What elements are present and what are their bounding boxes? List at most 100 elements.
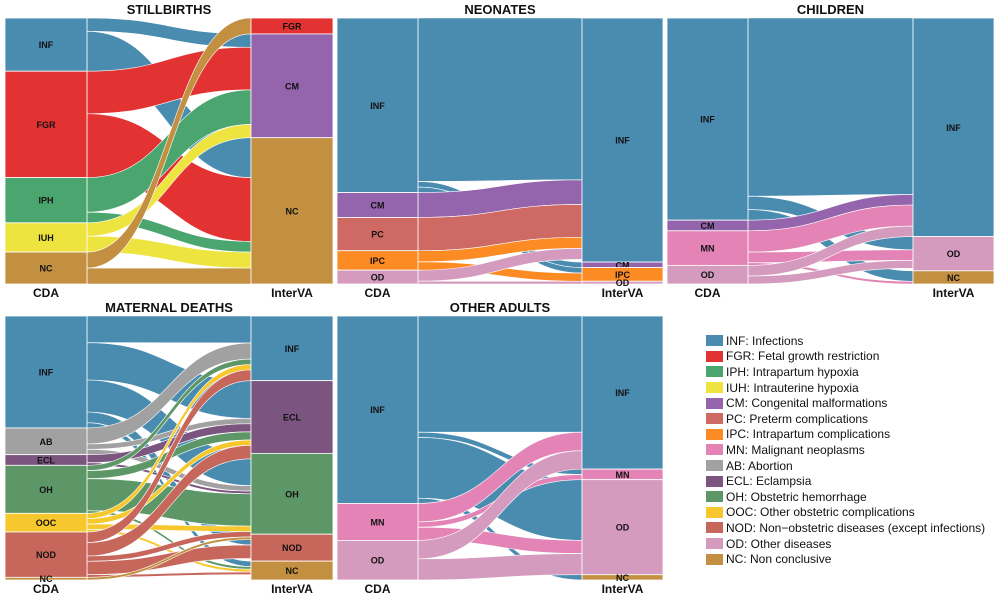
legend-swatch [706, 382, 723, 394]
interva-label-inf: INF [615, 388, 630, 398]
legend-swatch [706, 553, 723, 565]
legend-item-oh: OH: Obstetric hemorrhage [706, 489, 996, 505]
cda-label-iuh: IUH [38, 233, 54, 243]
cda-label-nc: NC [40, 264, 53, 274]
legend-item-ab: AB: Abortion [706, 458, 996, 474]
legend-item-inf: INF: Infections [706, 333, 996, 349]
panel-children: INF CM MN OD INF OD NC CHILDREN CDA InterVA [666, 2, 995, 300]
cda-bar-oh [4, 464, 88, 514]
cda-label-cm: CM [371, 201, 385, 211]
interva-bars: INF MN OD NC [581, 315, 664, 583]
legend-label: IPH: Intrapartum hypoxia [726, 364, 859, 379]
flow-od-to-od [417, 280, 583, 285]
cda-label-cm: CM [701, 221, 715, 231]
interva-label-ecl: ECL [283, 413, 302, 423]
interva-label-inf: INF [615, 136, 630, 146]
cda-label-nod: NOD [36, 550, 57, 560]
interva-bars: INF OD NC [912, 17, 995, 285]
interva-bar-ecl [250, 380, 334, 454]
legend-swatch [706, 522, 723, 534]
cda-bar-iuh [4, 222, 88, 253]
flow-inf-to-inf [86, 315, 252, 344]
interva-label-cm: CM [285, 81, 299, 91]
cda-bar-od [336, 269, 419, 285]
panel-other-adults: INF MN OD INF MN OD NC OTHER ADULTS CDA InterVA [336, 300, 664, 596]
interva-bar-inf [581, 315, 664, 470]
interva-label-oh: OH [285, 489, 299, 499]
legend-swatch [706, 413, 723, 425]
interva-label-ipc: IPC [615, 270, 631, 280]
legend-item-ipc: IPC: Intrapartum complications [706, 427, 996, 443]
interva-label-od: OD [616, 523, 630, 533]
flow-inf-to-inf [747, 17, 914, 197]
legend-swatch [706, 366, 723, 378]
axis-label-left: CDA [33, 286, 59, 300]
flow-nc-to-nc [86, 267, 252, 285]
axis-label-left: CDA [33, 582, 59, 596]
cda-bar-iph [4, 177, 88, 224]
interva-label-nc: NC [616, 573, 629, 583]
panel-title: CHILDREN [797, 2, 864, 17]
legend-label: ECL: Eclampsia [726, 474, 812, 489]
interva-bar-nc [912, 270, 995, 285]
interva-bar-inf [250, 315, 334, 382]
cda-label-inf: INF [700, 115, 715, 125]
cda-label-inf: INF [370, 405, 385, 415]
cda-bar-nod [4, 531, 88, 578]
interva-label-od: OD [616, 278, 630, 288]
axis-label-right: InterVA [602, 286, 644, 300]
panel-title: NEONATES [464, 2, 536, 17]
axis-label-right: InterVA [602, 582, 644, 596]
flows [86, 315, 252, 581]
flows [86, 17, 252, 285]
legend-swatch [706, 491, 723, 503]
interva-bar-cm [250, 33, 334, 139]
cda-label-ipc: IPC [370, 256, 386, 266]
panel-maternal-deaths: INF AB ECL OH OOC NOD NC INF ECL OH NOD NC MATERNAL … [4, 300, 334, 596]
cda-label-od: OD [371, 556, 385, 566]
axis-label-left: CDA [365, 582, 391, 596]
legend-label: INF: Infections [726, 333, 804, 348]
interva-bars: FGR CM NC [250, 17, 334, 285]
panel-stillbirths: INF FGR IPH IUH NC FGR CM NC STILLBIRTHS CDA Inter… [4, 2, 334, 300]
legend-label: CM: Congenital malformations [726, 396, 888, 411]
cda-bar-inf [4, 17, 88, 72]
cda-bar-nc [4, 576, 88, 581]
flow-inf-to-inf [417, 315, 583, 433]
legend-label: OH: Obstetric hemorrhage [726, 489, 867, 504]
cda-bar-inf [4, 315, 88, 429]
cda-label-ooc: OOC [36, 518, 57, 528]
interva-bar-od [581, 280, 664, 285]
cda-bar-nc [4, 251, 88, 285]
interva-label-mn: MN [616, 470, 630, 480]
legend-label: NC: Non conclusive [726, 552, 832, 567]
legend-item-od: OD: Other diseases [706, 536, 996, 552]
panel-title: STILLBIRTHS [127, 2, 212, 17]
interva-bar-nc [581, 574, 664, 581]
legend-label: PC: Preterm complications [726, 411, 869, 426]
interva-label-od: OD [947, 249, 961, 259]
legend-swatch [706, 350, 723, 362]
cda-label-pc: PC [371, 230, 384, 240]
legend-label: AB: Abortion [726, 458, 793, 473]
axis-label-left: CDA [695, 286, 721, 300]
cda-bar-cm [336, 192, 419, 218]
legend-label: OD: Other diseases [726, 536, 832, 551]
legend-item-nc: NC: Non conclusive [706, 551, 996, 567]
axis-label-right: InterVA [933, 286, 975, 300]
panel-title: OTHER ADULTS [450, 300, 551, 315]
legend-swatch [706, 460, 723, 472]
legend-label: IPC: Intrapartum complications [726, 427, 891, 442]
legend-label: OOC: Other obstetric complications [726, 505, 915, 520]
axis-label-right: InterVA [271, 582, 313, 596]
cda-bar-od [336, 540, 419, 581]
legend-swatch [706, 335, 723, 347]
legend: INF: Infections FGR: Fetal growth restric… [706, 333, 996, 567]
interva-bar-od [581, 479, 664, 576]
interva-label-nc: NC [286, 206, 299, 216]
legend-label: FGR: Fetal growth restriction [726, 349, 880, 364]
interva-bar-nc [250, 560, 334, 581]
interva-bars: INF ECL OH NOD NC [250, 315, 334, 581]
cda-bar-inf [666, 17, 749, 221]
